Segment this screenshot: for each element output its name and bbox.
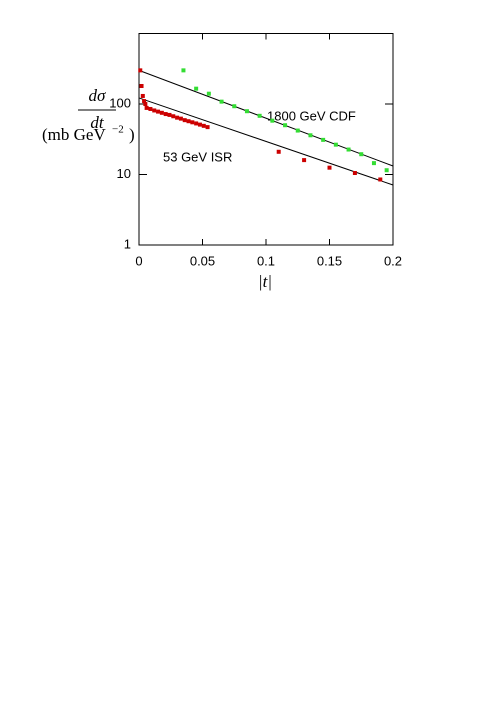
fit-line	[138, 97, 394, 186]
data-point	[232, 104, 237, 109]
y-tick-label: 10	[117, 166, 131, 181]
x-tick-label: 0.1	[257, 253, 275, 268]
data-point	[257, 113, 262, 118]
fit-line	[138, 69, 394, 167]
x-tick-label: 0.05	[190, 253, 215, 268]
data-point	[205, 125, 210, 130]
x-label: |t|	[258, 272, 272, 291]
data-point	[163, 112, 168, 117]
annotation: 1800 GeV CDF	[267, 108, 356, 123]
data-point	[181, 68, 186, 73]
data-point	[201, 123, 206, 128]
data-point	[219, 99, 224, 104]
data-point	[138, 68, 143, 73]
data-point	[302, 158, 307, 163]
data-point	[295, 128, 300, 133]
y-label-denominator: dt	[90, 113, 105, 132]
data-point	[144, 105, 149, 110]
y-tick-label: 100	[109, 95, 131, 110]
data-point	[283, 123, 288, 128]
data-point	[352, 171, 357, 176]
y-label-numerator: dσ	[89, 86, 107, 105]
data-point	[270, 118, 275, 123]
data-point	[384, 168, 389, 173]
y-label-close: )	[129, 125, 135, 144]
data-point	[194, 86, 199, 91]
data-point	[171, 114, 176, 119]
data-point	[308, 133, 313, 138]
data-point	[197, 122, 202, 127]
x-tick-label: 0.15	[317, 253, 342, 268]
data-point	[140, 93, 145, 98]
data-point	[156, 109, 161, 114]
annotation: 53 GeV ISR	[163, 149, 232, 164]
data-point	[175, 115, 180, 120]
data-point	[276, 149, 281, 154]
data-point	[346, 147, 351, 152]
data-point	[206, 91, 211, 96]
data-point	[152, 108, 157, 113]
data-point	[142, 99, 147, 104]
y-label-units: (mb GeV	[42, 125, 106, 144]
y-label-exponent: −2	[112, 124, 124, 136]
data-point	[148, 106, 153, 111]
data-point	[186, 119, 191, 124]
data-point	[159, 110, 164, 115]
data-point	[182, 118, 187, 123]
data-point	[194, 121, 199, 126]
x-tick-label: 0	[135, 253, 142, 268]
data-point	[244, 109, 249, 114]
data-point	[371, 161, 376, 166]
data-point	[327, 165, 332, 170]
data-point	[378, 177, 383, 182]
data-point	[321, 137, 326, 142]
data-point	[359, 152, 364, 157]
data-point	[178, 116, 183, 121]
data-point	[139, 84, 144, 89]
data-point	[167, 112, 172, 117]
data-point	[190, 120, 195, 125]
data-point	[333, 142, 338, 147]
y-tick-label: 1	[124, 236, 131, 251]
x-tick-label: 0.2	[384, 253, 402, 268]
data-point	[143, 102, 148, 106]
